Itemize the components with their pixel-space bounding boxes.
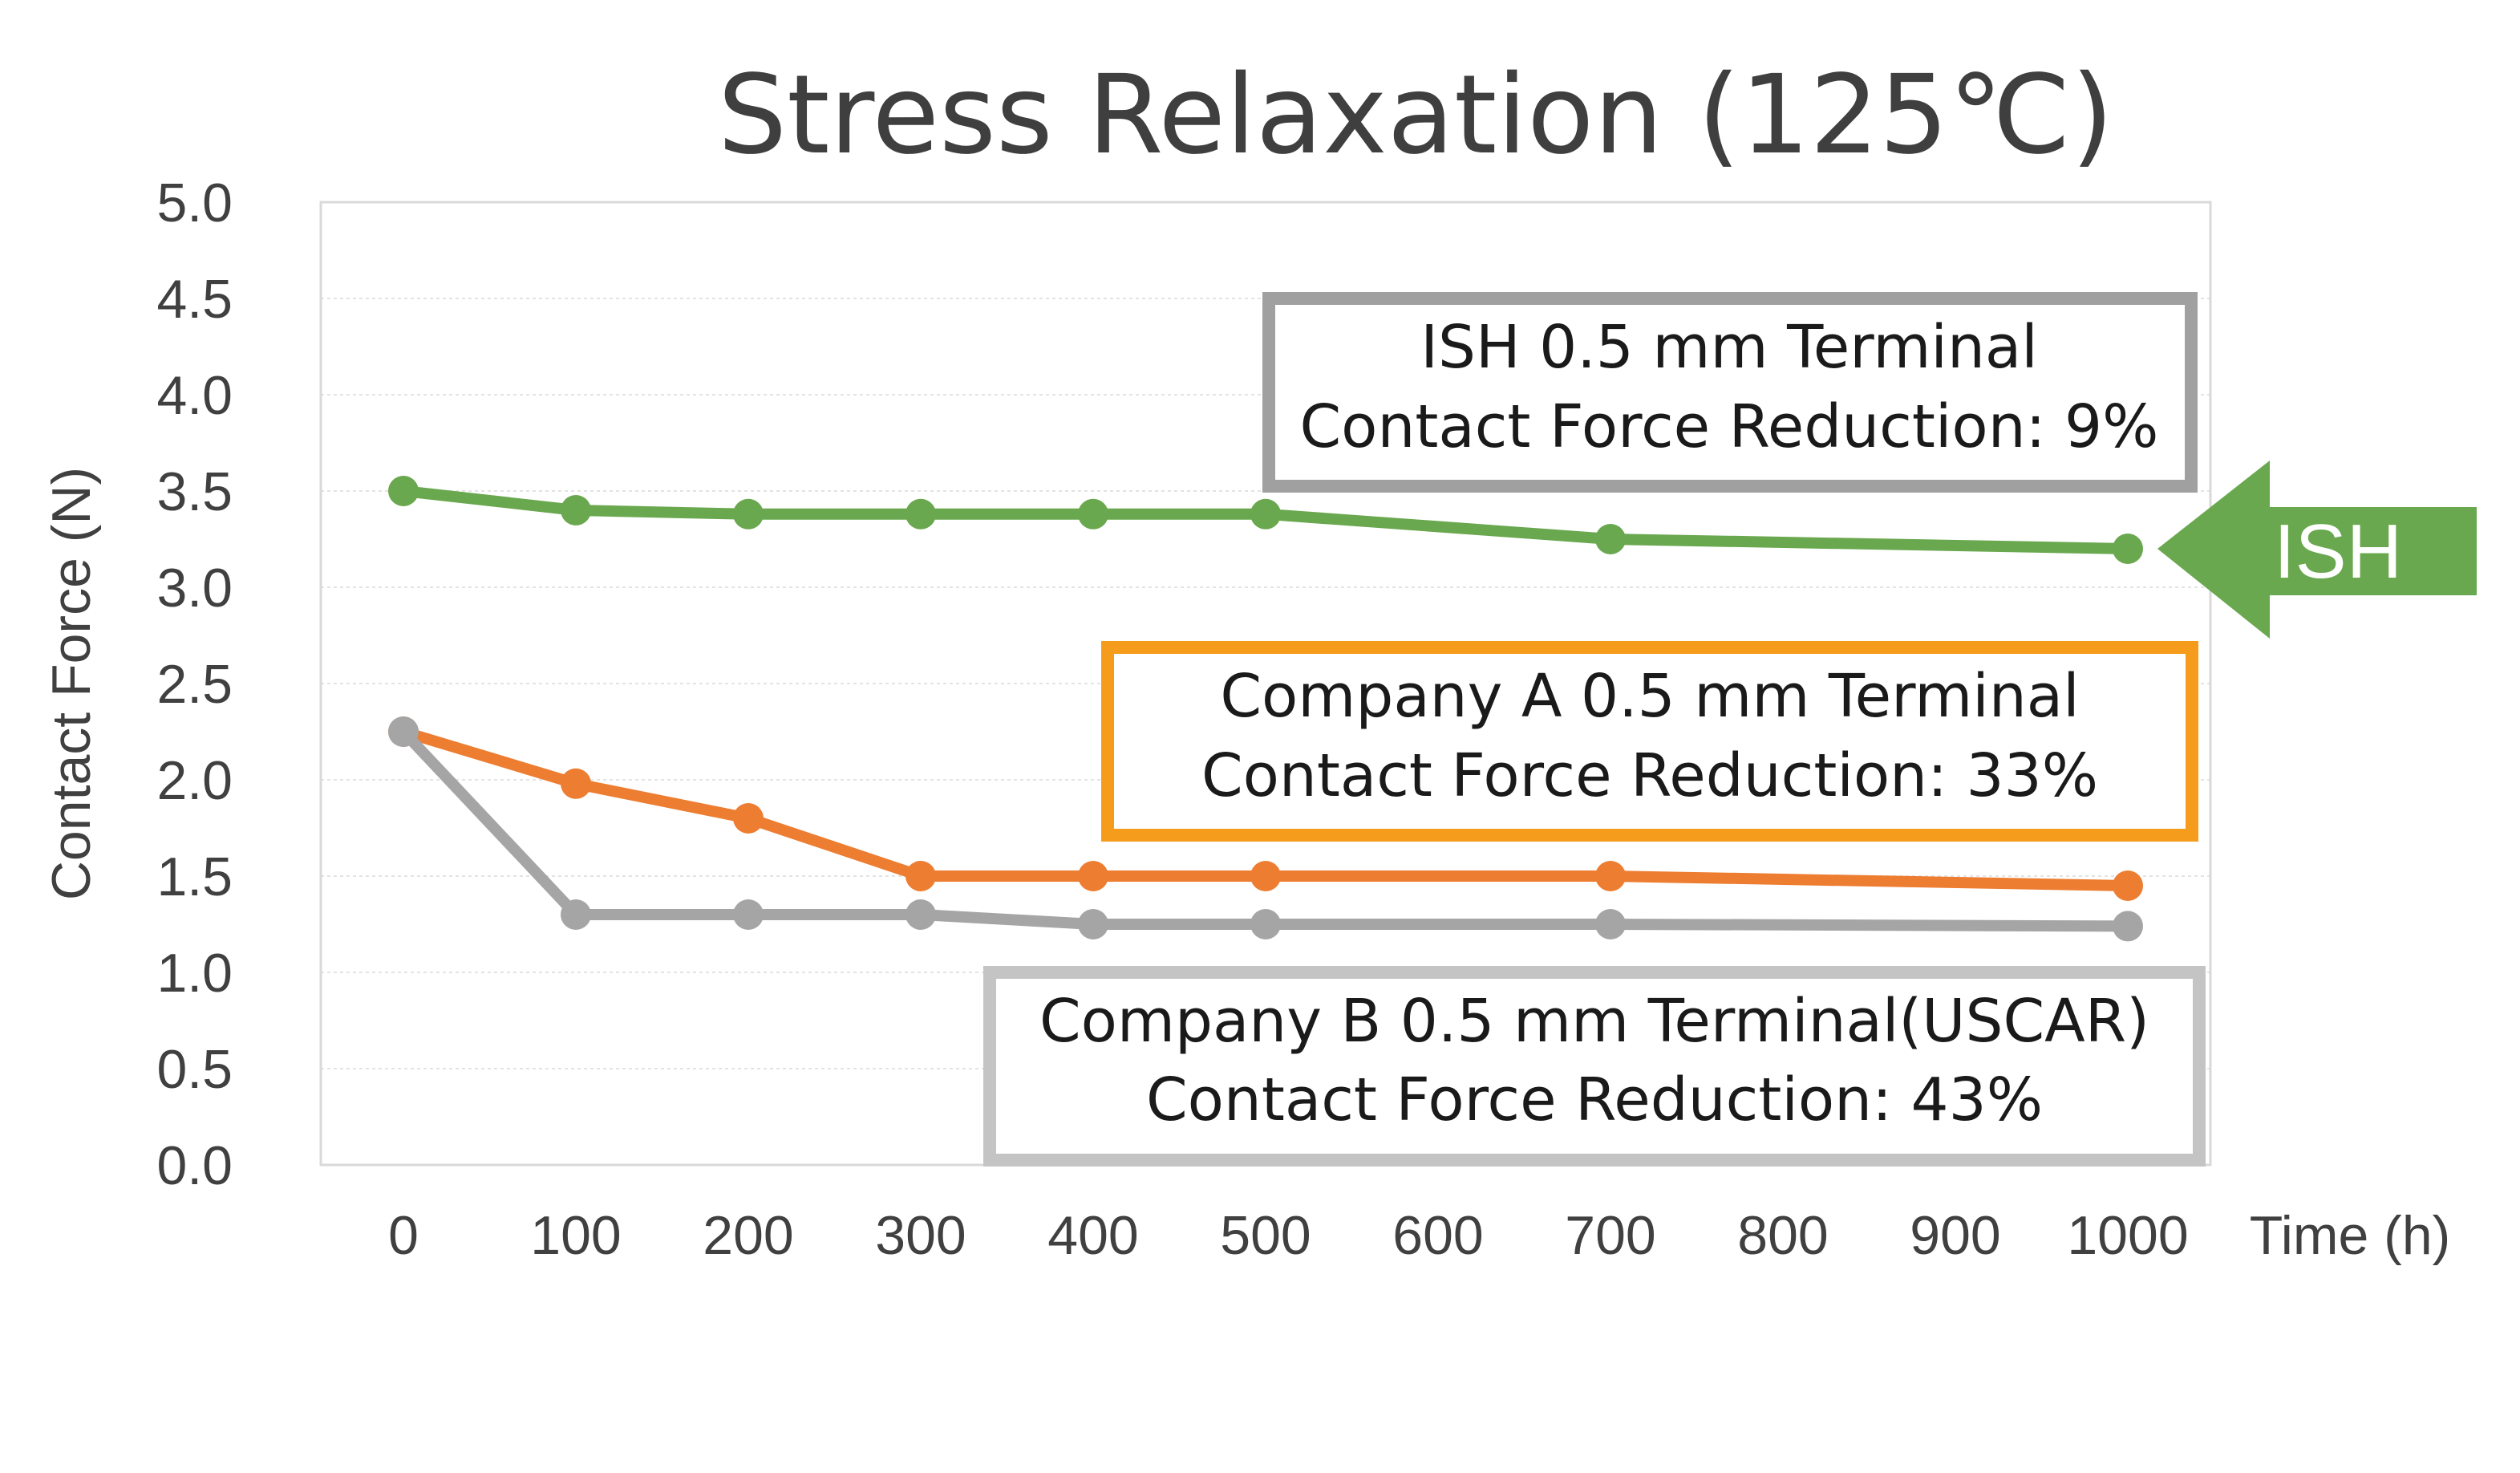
x-tick-label: 1000 [2067,1205,2188,1266]
data-point-company-b [561,899,591,930]
x-tick-label: 300 [875,1205,966,1266]
y-tick-label: 0.0 [156,1135,233,1196]
annotation-title-ish: ISH 0.5 mm Terminal [1420,313,2038,382]
y-tick-label: 3.0 [156,558,233,619]
data-point-company-b [1595,909,1626,939]
x-tick-label: 500 [1220,1205,1311,1266]
series-line-company-b [398,726,2133,932]
y-tick-label: 1.0 [156,943,233,1004]
annotation-title-company-b: Company B 0.5 mm Terminal(USCAR) [1039,987,2149,1056]
series-line-ish [398,485,2133,554]
data-point-ish [388,476,419,506]
y-axis-ticks: 0.0 0.5 1.0 1.5 2.0 2.5 3.0 3.5 4.0 4.5 5.0 [156,172,233,1196]
y-tick-label: 4.0 [156,365,233,426]
annotation-ish: ISH 0.5 mm Terminal Contact Force Reducti… [1262,292,2198,493]
data-point-company-a [1595,861,1626,891]
x-tick-label: 700 [1565,1205,1655,1266]
data-point-company-a [905,861,936,891]
data-point-company-a [1250,861,1281,891]
data-point-ish [561,495,591,525]
y-tick-label: 0.5 [156,1039,233,1100]
x-tick-label: 200 [703,1205,793,1266]
annotation-reduction-ish: Contact Force Reduction: 9% [1300,392,2159,461]
data-point-company-a [2113,870,2143,901]
annotation-box-company-a [1101,641,2198,842]
data-point-ish [1595,524,1626,554]
y-tick-label: 4.5 [156,269,233,330]
annotation-boxes: ISH 0.5 mm Terminal Contact Force Reducti… [983,292,2206,1167]
data-point-company-b [1250,909,1281,939]
chart-title: Stress Relaxation (125℃) [718,52,2113,179]
y-tick-label: 2.0 [156,750,233,811]
annotation-company-b: Company B 0.5 mm Terminal(USCAR) Contact … [983,966,2206,1167]
series-line-company-a [398,726,2133,891]
y-tick-label: 2.5 [156,654,233,715]
data-point-company-a [1078,861,1108,891]
series-ish [388,476,2143,564]
annotation-company-a: Company A 0.5 mm Terminal Contact Force R… [1101,641,2198,842]
data-point-company-a [561,768,591,799]
data-point-ish [2113,534,2143,564]
annotation-title-company-a: Company A 0.5 mm Terminal [1220,662,2079,731]
data-point-ish [1078,498,1108,530]
data-series [388,476,2143,942]
series-company-b [388,716,2143,942]
data-point-company-a [733,803,764,834]
data-point-company-b [2113,911,2143,942]
y-axis-label: Contact Force (N) [41,467,102,900]
x-axis-ticks: 0 100 200 300 400 500 600 700 800 900 1000 [388,1205,2189,1266]
data-point-company-b [905,899,936,930]
x-tick-label: 600 [1392,1205,1483,1266]
x-tick-label: 400 [1047,1205,1138,1266]
data-point-ish [905,498,936,530]
y-tick-label: 1.5 [156,846,233,907]
y-tick-label: 3.5 [156,461,233,522]
x-tick-label: 0 [388,1205,419,1266]
annotation-box-company-b [983,966,2206,1167]
annotation-reduction-company-a: Contact Force Reduction: 33% [1201,741,2098,810]
callout-arrow-label: ISH [2274,509,2402,594]
annotation-reduction-company-b: Contact Force Reduction: 43% [1146,1065,2043,1134]
data-point-company-b [1078,909,1108,939]
x-tick-label: 800 [1737,1205,1828,1266]
x-axis-label: Time (h) [2250,1205,2451,1266]
x-tick-label: 900 [1910,1205,2000,1266]
ish-callout-arrow: ISH [2157,461,2477,639]
annotation-box-ish [1262,292,2198,493]
data-point-company-b [733,899,764,930]
series-company-a [388,716,2143,901]
callout-arrow-shape [2157,461,2477,639]
data-point-company-b [388,716,419,747]
y-tick-label: 5.0 [156,172,233,233]
x-tick-label: 100 [530,1205,621,1266]
data-point-ish [1250,498,1281,530]
data-point-ish [733,498,764,530]
